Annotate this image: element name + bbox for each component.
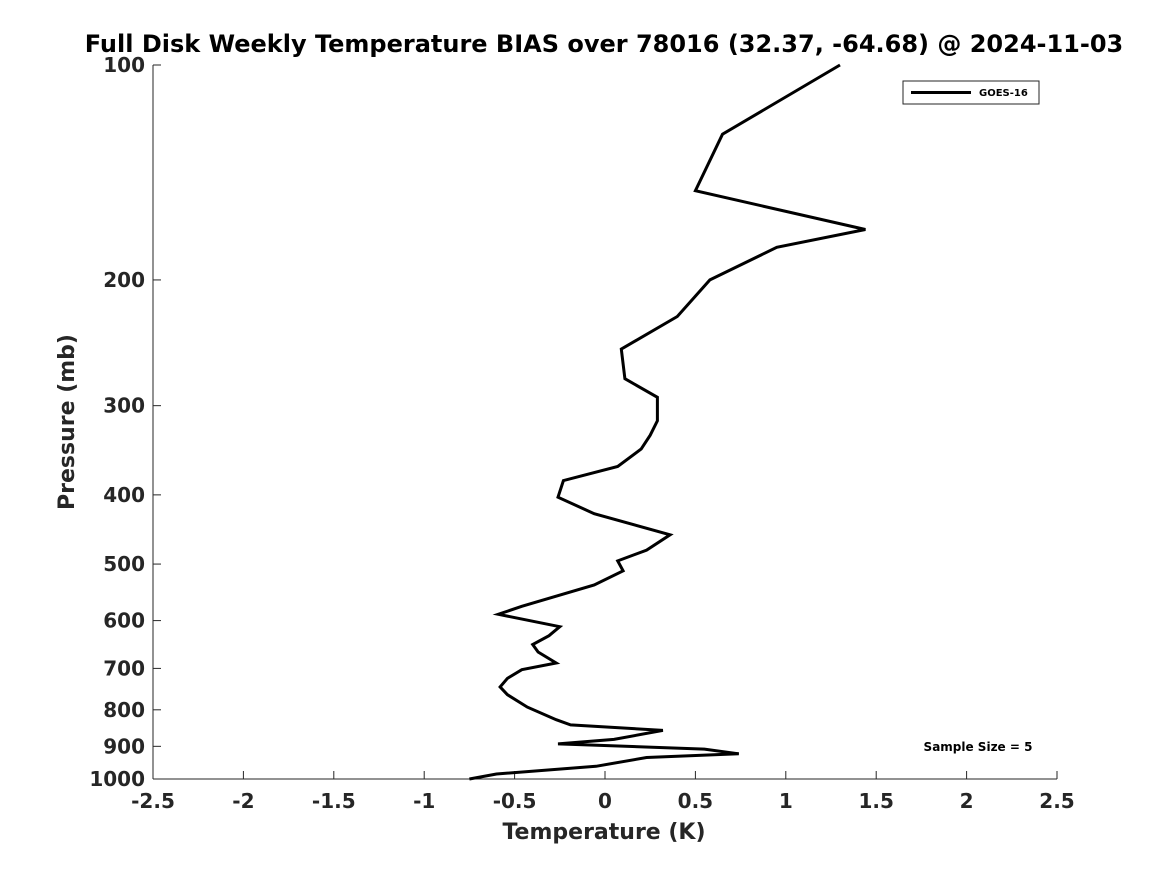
series-layer (469, 63, 866, 781)
x-tick-label: 0 (598, 789, 612, 813)
x-tick-label: 2 (960, 789, 974, 813)
sample-size-annotation: Sample Size = 5 (924, 740, 1033, 754)
x-axis-label: Temperature (K) (502, 820, 705, 845)
y-axis-label: Pressure (mb) (55, 334, 80, 510)
y-tick-label: 1000 (89, 767, 145, 791)
series-line-goes-16 (469, 63, 866, 781)
x-tick-label: -0.5 (493, 789, 537, 813)
x-tick-label: -2 (232, 789, 254, 813)
x-tick-label: 1.5 (858, 789, 893, 813)
x-tick-label: -2.5 (131, 789, 175, 813)
x-tick-label: 1 (779, 789, 793, 813)
y-axis-ticks: 100 200 300 400 500 600 700 800 900 1000 (89, 53, 161, 791)
legend-label-goes-16: GOES-16 (979, 88, 1028, 99)
y-tick-label: 900 (103, 734, 145, 758)
x-tick-label: 2.5 (1039, 789, 1074, 813)
plot-background (153, 65, 1057, 779)
y-tick-label: 800 (103, 698, 145, 722)
chart-title: Full Disk Weekly Temperature BIAS over 7… (85, 30, 1124, 58)
plot-area: -2.5 -2 -1.5 -1 -0.5 0 0.5 1 1.5 2 2.5 100 200 300 40… (89, 53, 1074, 813)
y-tick-label: 300 (103, 394, 145, 418)
y-tick-label: 100 (103, 53, 145, 77)
y-tick-label: 400 (103, 483, 145, 507)
x-tick-label: 0.5 (678, 789, 713, 813)
x-axis-ticks: -2.5 -2 -1.5 -1 -0.5 0 0.5 1 1.5 2 2.5 (131, 771, 1075, 813)
y-tick-label: 700 (103, 656, 145, 680)
y-tick-label: 200 (103, 268, 145, 292)
x-tick-label: -1.5 (312, 789, 356, 813)
y-tick-label: 600 (103, 609, 145, 633)
x-tick-label: -1 (413, 789, 435, 813)
y-tick-label: 500 (103, 552, 145, 576)
legend: GOES-16 (902, 80, 1040, 105)
